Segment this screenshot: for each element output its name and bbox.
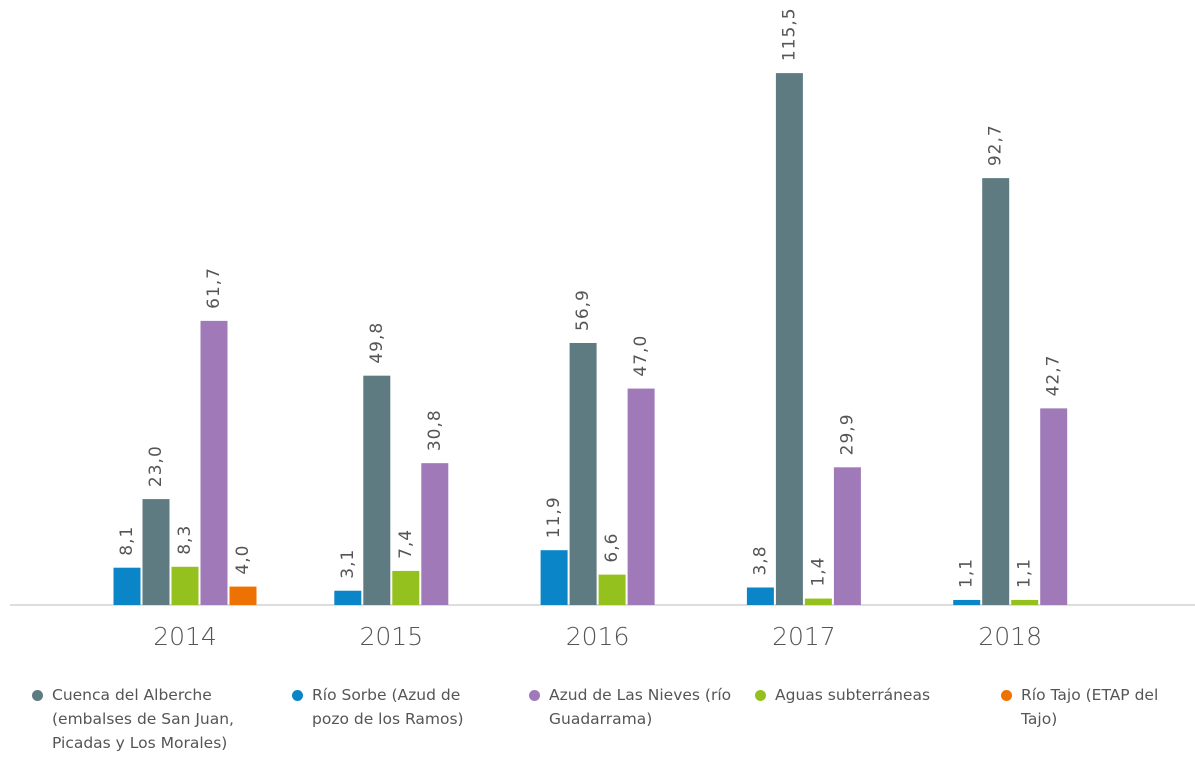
bar (113, 567, 141, 605)
bar (804, 598, 832, 605)
value-label: 42,7 (1044, 355, 1064, 397)
x-tick-label: 2015 (359, 622, 423, 651)
legend-label: Río Tajo (ETAP del Tajo) (1021, 686, 1159, 728)
value-label: 56,9 (573, 289, 593, 331)
value-label: 4,0 (233, 545, 253, 575)
value-label: 8,3 (175, 525, 195, 555)
bar (627, 388, 655, 605)
x-tick-label: 2014 (153, 622, 217, 651)
bar (1011, 599, 1039, 605)
legend-label: Aguas subterráneas (775, 686, 931, 704)
value-label: 47,0 (631, 335, 651, 377)
bar (982, 178, 1010, 605)
bar (392, 570, 420, 605)
legend-marker (1001, 690, 1012, 701)
bar (833, 467, 861, 605)
value-label: 11,9 (544, 496, 564, 538)
value-label: 49,8 (367, 322, 387, 364)
legend-label: Cuenca del Alberche (embalses de San Jua… (52, 686, 234, 752)
legend-marker (32, 690, 43, 701)
bar (229, 586, 257, 605)
value-label: 3,1 (338, 549, 358, 579)
value-label: 7,4 (396, 529, 416, 559)
bar (598, 574, 626, 605)
legend-marker (755, 690, 766, 701)
x-tick-label: 2018 (978, 622, 1042, 651)
x-tick-label: 2017 (772, 622, 836, 651)
bar (363, 375, 391, 605)
bar (540, 550, 568, 605)
bar (569, 342, 597, 605)
bar (746, 587, 774, 605)
bar (1040, 408, 1068, 605)
bar (171, 566, 199, 605)
value-label: 29,9 (837, 413, 857, 455)
legend-label: Azud de Las Nieves (río Guadarrama) (549, 686, 732, 728)
legend-marker (529, 690, 540, 701)
legend-marker (292, 690, 303, 701)
value-label: 8,1 (117, 526, 137, 556)
bar (775, 73, 803, 605)
bar (421, 463, 449, 605)
x-tick-label: 2016 (566, 622, 630, 651)
value-label: 30,8 (425, 409, 445, 451)
bar (953, 599, 981, 605)
value-label: 23,0 (146, 445, 166, 487)
bar (334, 590, 362, 605)
value-label: 1,4 (808, 557, 828, 587)
value-label: 1,1 (957, 558, 977, 588)
value-label: 3,8 (750, 545, 770, 575)
bar (200, 320, 228, 605)
value-label: 6,6 (602, 533, 622, 563)
value-label: 1,1 (1015, 558, 1035, 588)
value-label: 92,7 (986, 124, 1006, 166)
legend-label: Río Sorbe (Azud de pozo de los Ramos) (312, 686, 464, 728)
value-label: 115,5 (779, 7, 799, 61)
bar (142, 499, 170, 605)
value-label: 61,7 (204, 267, 224, 309)
